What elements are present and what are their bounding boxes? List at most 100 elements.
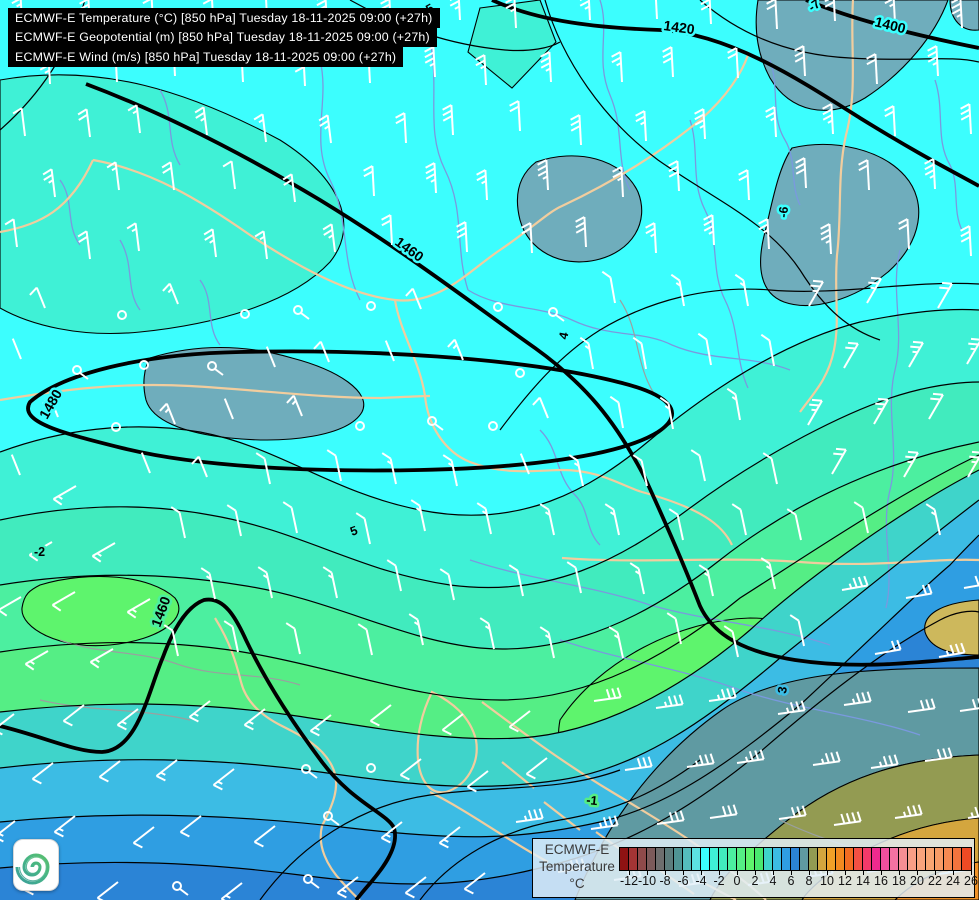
legend-tick-mark — [791, 870, 792, 875]
legend-tick-mark — [701, 870, 702, 875]
legend-swatch — [809, 848, 818, 870]
wind-barb-icon — [709, 804, 738, 819]
wind-barb-icon — [575, 216, 587, 248]
wind-barb-icon — [322, 223, 336, 253]
wind-barb-icon — [738, 169, 750, 201]
legend-titles: ECMWF-E Temperature °C — [533, 841, 621, 892]
wind-barb-icon — [11, 338, 22, 360]
legend-tick-label: 0 — [733, 874, 741, 888]
wind-barb-icon — [155, 759, 178, 782]
wind-barb-icon — [132, 826, 155, 849]
wind-barb-icon — [106, 161, 120, 191]
wind-barb-icon — [894, 804, 923, 819]
wind-barb-icon — [77, 108, 91, 138]
wind-barb-icon — [380, 821, 403, 844]
legend-swatch — [674, 848, 683, 870]
wind-barb-icon — [29, 286, 46, 309]
wind-barb-icon — [525, 757, 548, 780]
wind-barb-icon — [52, 485, 77, 506]
wind-barb-icon — [795, 157, 807, 189]
legend-swatch — [755, 848, 764, 870]
legend-model: ECMWF-E — [544, 842, 610, 857]
legend-tick-mark — [683, 870, 684, 875]
wind-barb-icon — [336, 876, 359, 899]
legend-swatch — [701, 848, 710, 870]
wind-barb-icon — [853, 501, 869, 534]
wind-barb-icon — [309, 714, 332, 737]
wind-barb-icon — [731, 503, 747, 536]
wind-barb-icon — [255, 452, 271, 485]
legend-swatch — [683, 848, 692, 870]
wind-barb-icon — [505, 0, 517, 29]
legend-swatch — [782, 848, 791, 870]
legend-swatch — [953, 848, 962, 870]
wind-barb-icon — [508, 564, 524, 597]
legend-swatch — [710, 848, 719, 870]
wind-barb-icon — [188, 700, 211, 723]
wind-barb-icon — [967, 450, 979, 478]
legend-tick-mark — [899, 870, 900, 875]
wind-barb-icon — [313, 340, 330, 363]
wind-barb-icon — [570, 114, 582, 146]
wind-barb-icon — [645, 222, 657, 254]
wind-barb-icon — [659, 396, 674, 430]
wind-barb-icon — [425, 162, 437, 194]
wind-barb-icon — [163, 624, 179, 657]
wind-barb-icon — [72, 365, 89, 380]
legend-tick-mark — [971, 870, 972, 875]
wind-barb-icon — [766, 0, 778, 30]
legend-swatch — [917, 848, 926, 870]
wind-barb-icon — [161, 161, 175, 191]
wind-barb-icon — [253, 113, 267, 143]
legend-tick-mark — [629, 870, 630, 875]
wind-barb-icon — [42, 168, 56, 198]
wind-barb-icon — [257, 566, 273, 599]
wind-barb-icon — [126, 222, 140, 252]
wind-barb-icon — [928, 392, 944, 420]
wind-barb-icon — [162, 282, 179, 305]
wind-barb-icon — [831, 447, 847, 475]
wind-barb-icon — [117, 310, 127, 320]
wind-barb-icon — [404, 876, 427, 899]
wind-barb-icon — [608, 626, 624, 659]
wind-barb-icon — [493, 302, 503, 312]
wind-barb-icon — [42, 395, 59, 418]
wind-barb-icon — [723, 625, 739, 658]
wind-barb-icon — [843, 691, 872, 706]
legend-tick-mark — [935, 870, 936, 875]
wind-barb-icon — [28, 541, 53, 562]
wind-barb-icon — [635, 110, 647, 142]
wind-barb-icon — [690, 449, 706, 482]
legend-swatch — [773, 848, 782, 870]
wind-barb-icon — [463, 872, 486, 895]
wind-barb-icon — [172, 881, 189, 896]
wind-barb-icon — [179, 815, 202, 838]
wind-barb-icon — [357, 623, 373, 656]
wind-barb-icon — [951, 0, 963, 29]
wind-barb-icon — [632, 336, 647, 370]
legend-swatch — [899, 848, 908, 870]
wind-barb-icon — [727, 47, 739, 79]
title-geopotential: ECMWF-E Geopotential (m) [850 hPa] Tuesd… — [8, 27, 437, 48]
wind-barb-icon — [96, 881, 119, 900]
legend-swatch — [737, 848, 746, 870]
wind-barb-icon — [456, 221, 468, 253]
title-wind: ECMWF-E Wind (m/s) [850 hPa] Tuesday 18-… — [8, 47, 404, 67]
wind-barb-icon — [222, 160, 236, 190]
wind-barb-icon — [967, 806, 979, 819]
wind-barb-icon — [355, 512, 371, 545]
wind-barb-icon — [794, 45, 806, 77]
wind-barb-icon — [366, 301, 376, 311]
wind-barb-icon — [207, 361, 224, 376]
wind-barb-icon — [612, 166, 624, 198]
legend-tick-label: 22 — [928, 874, 942, 888]
wind-barb-icon — [31, 762, 54, 785]
wind-barb-icon — [363, 165, 375, 197]
wind-barb-icon — [758, 218, 770, 250]
legend-swatch — [962, 848, 971, 870]
wind-barb-icon — [466, 770, 489, 793]
legend-swatch — [647, 848, 656, 870]
wind-barb-icon — [509, 100, 521, 132]
wind-barb-icon — [884, 105, 896, 137]
